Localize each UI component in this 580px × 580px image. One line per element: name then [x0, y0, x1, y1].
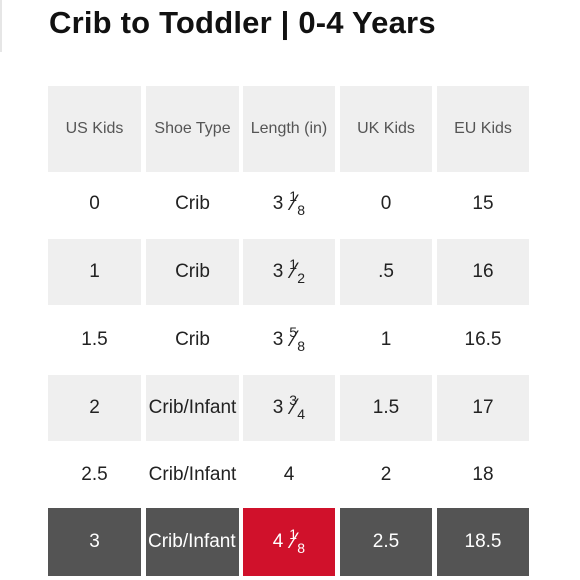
- table-row-0-eu-kids: 15: [437, 172, 529, 236]
- fraction-denominator: 8: [297, 540, 306, 556]
- length-fraction: 1 ⁄ 8: [289, 188, 306, 218]
- size-chart-table: US Kids Shoe Type Length (in) UK Kids EU…: [48, 86, 529, 580]
- table-row-4-shoe-type: Crib/Infant: [146, 441, 239, 508]
- table-row-0-shoe-type: Crib: [146, 172, 239, 236]
- length-whole: 3: [272, 397, 284, 418]
- column-header-shoe-type: Shoe Type: [146, 86, 239, 172]
- length-whole: 3: [272, 193, 284, 214]
- column-header-uk-kids: UK Kids: [340, 86, 432, 172]
- table-row-3-eu-kids: 17: [437, 375, 529, 441]
- length-whole: 3: [272, 261, 284, 282]
- table-row-3-uk-kids: 1.5: [340, 375, 432, 441]
- table-row-3-us-kids: 2: [48, 375, 141, 441]
- table-row-5-eu-kids: 18.5: [437, 508, 529, 576]
- fraction-numerator: 1: [289, 188, 298, 204]
- table-row-5-us-kids: 3: [48, 508, 141, 576]
- table-row-3-shoe-type: Crib/Infant: [146, 375, 239, 441]
- length-whole: 3: [272, 329, 284, 350]
- fraction-slash: ⁄: [292, 258, 296, 283]
- table-row-0-uk-kids: 0: [340, 172, 432, 236]
- table-row-1-length: 3 1 ⁄ 2: [243, 239, 335, 305]
- table-row-5-uk-kids: 2.5: [340, 508, 432, 576]
- fraction-numerator: 1: [289, 256, 298, 272]
- table-row-2-uk-kids: 1: [340, 305, 432, 375]
- table-row-2-us-kids: 1.5: [48, 305, 141, 375]
- column-header-us-kids: US Kids: [48, 86, 141, 172]
- table-row-2-eu-kids: 16.5: [437, 305, 529, 375]
- table-row-4-length: 4: [243, 441, 335, 508]
- table-row-2-shoe-type: Crib: [146, 305, 239, 375]
- fraction-slash: ⁄: [292, 326, 296, 351]
- fraction-numerator: 1: [289, 526, 298, 542]
- table-row-0-us-kids: 0: [48, 172, 141, 236]
- table-row-4-uk-kids: 2: [340, 441, 432, 508]
- table-row-1-uk-kids: .5: [340, 239, 432, 305]
- table-row-1-shoe-type: Crib: [146, 239, 239, 305]
- fraction-slash: ⁄: [292, 528, 296, 553]
- column-header-eu-kids: EU Kids: [437, 86, 529, 172]
- length-fraction: 5 ⁄ 8: [289, 324, 306, 354]
- left-edge-divider: [0, 0, 2, 52]
- length-whole: 4: [272, 531, 284, 552]
- page-title: Crib to Toddler | 0-4 Years: [49, 5, 436, 40]
- table-row-2-length: 3 5 ⁄ 8: [243, 305, 335, 375]
- fraction-slash: ⁄: [292, 190, 296, 215]
- fraction-numerator: 5: [289, 324, 298, 340]
- fraction-numerator: 3: [289, 392, 298, 408]
- fraction-denominator: 2: [297, 270, 306, 286]
- table-row-4-us-kids: 2.5: [48, 441, 141, 508]
- fraction-denominator: 4: [297, 406, 306, 422]
- fraction-denominator: 8: [297, 338, 306, 354]
- table-row-5-shoe-type: Crib/Infant: [146, 508, 239, 576]
- table-row-1-us-kids: 1: [48, 239, 141, 305]
- table-row-4-eu-kids: 18: [437, 441, 529, 508]
- length-fraction: 1 ⁄ 8: [289, 526, 306, 556]
- column-header-length: Length (in): [243, 86, 335, 172]
- fraction-slash: ⁄: [292, 394, 296, 419]
- length-fraction: 3 ⁄ 4: [289, 392, 306, 422]
- length-fraction: 1 ⁄ 2: [289, 256, 306, 286]
- table-row-5-length-highlight: 4 1 ⁄ 8: [243, 508, 335, 576]
- table-row-0-length: 3 1 ⁄ 8: [243, 172, 335, 236]
- fraction-denominator: 8: [297, 202, 306, 218]
- table-row-3-length: 3 3 ⁄ 4: [243, 375, 335, 441]
- table-row-1-eu-kids: 16: [437, 239, 529, 305]
